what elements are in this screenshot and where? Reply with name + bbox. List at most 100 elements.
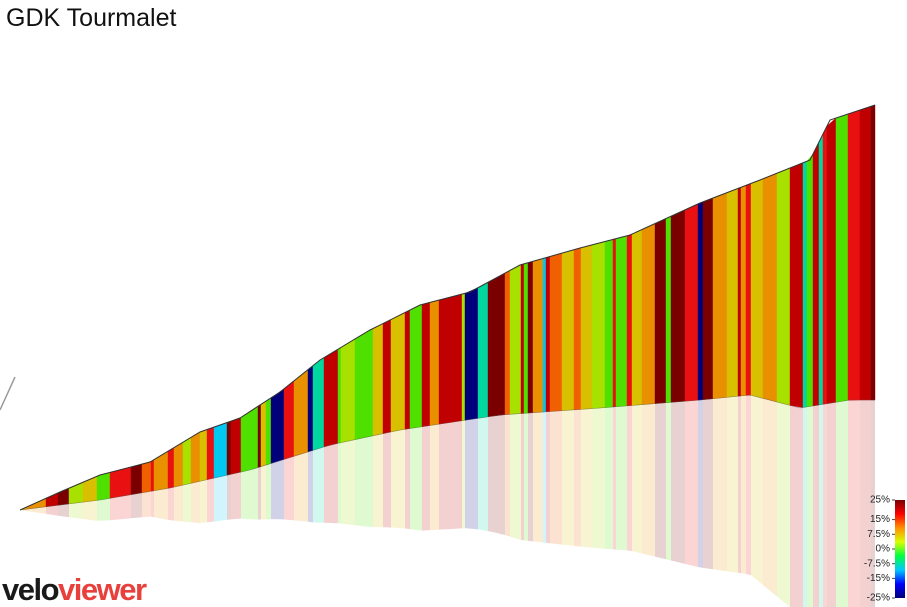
profile-reflection xyxy=(231,472,241,520)
profile-reflection xyxy=(860,400,868,607)
profile-strip xyxy=(859,107,869,401)
profile-reflection xyxy=(521,413,524,541)
profile-strip xyxy=(283,380,295,460)
profile-strip xyxy=(96,472,111,501)
profile-reflection xyxy=(58,503,69,518)
profile-strip xyxy=(523,262,529,414)
profile-reflection xyxy=(355,437,366,527)
profile-strip xyxy=(580,244,593,410)
profile-reflection xyxy=(341,439,355,526)
profile-strip xyxy=(45,492,59,507)
profile-reflection xyxy=(763,398,777,597)
profile-strip xyxy=(818,133,824,406)
profile-reflection xyxy=(465,418,478,530)
profile-strip xyxy=(307,365,314,453)
profile-strip xyxy=(542,257,547,413)
profile-reflection xyxy=(550,410,562,545)
profile-strip xyxy=(464,287,479,421)
profile-strip xyxy=(654,218,667,404)
profile-strip xyxy=(604,239,614,408)
profile-strip xyxy=(549,252,563,412)
profile-reflection xyxy=(308,450,313,523)
profile-reflection xyxy=(261,465,266,520)
profile-strip xyxy=(504,270,511,415)
profile-strip xyxy=(206,426,215,480)
profile-strip xyxy=(265,397,272,466)
profile-reflection xyxy=(613,406,616,550)
profile-strip xyxy=(260,400,267,467)
colorbar-label: 7.5% xyxy=(867,529,890,540)
profile-base xyxy=(19,394,875,511)
profile-reflection xyxy=(698,399,703,568)
profile-strip xyxy=(226,420,232,476)
profile-reflection xyxy=(410,426,422,531)
profile-reflection xyxy=(823,403,827,607)
profile-strip xyxy=(867,106,872,401)
profile-strip xyxy=(822,125,828,405)
profile-reflection xyxy=(168,487,174,521)
profile-strip xyxy=(573,247,582,411)
profile-reflection xyxy=(183,483,191,523)
profile-strip xyxy=(293,369,309,457)
profile-edge xyxy=(19,104,876,511)
profile-strip xyxy=(545,256,551,412)
profile-strip xyxy=(312,357,325,451)
profile-reflection xyxy=(154,488,168,520)
profile-reflection xyxy=(790,405,803,607)
profile-strip xyxy=(750,178,764,399)
profile-reflection xyxy=(266,463,271,520)
profile-strip xyxy=(631,229,643,406)
profile xyxy=(19,104,876,607)
profile-strip xyxy=(509,264,522,415)
profile-strip xyxy=(130,463,143,495)
profile-strip xyxy=(812,141,820,407)
profile-strip xyxy=(591,241,606,409)
profile-strip xyxy=(670,210,683,403)
profile-strip xyxy=(167,447,175,489)
profile-strip xyxy=(806,153,814,408)
profile-strip xyxy=(429,299,440,426)
profile-strip xyxy=(409,304,423,429)
profile-reflection xyxy=(627,405,632,552)
profile-strip xyxy=(527,261,534,414)
profile-strip xyxy=(340,338,356,443)
profile-strip xyxy=(802,160,808,408)
profile-reflection xyxy=(868,400,871,607)
profile-strip xyxy=(182,437,192,486)
profile-reflection xyxy=(34,506,46,514)
profile-reflection xyxy=(655,402,666,560)
axis-fragment xyxy=(0,376,16,411)
profile-strip xyxy=(390,312,406,433)
colorbar-label: 25% xyxy=(870,495,890,506)
profile-strip xyxy=(153,450,169,491)
profile-reflection xyxy=(214,475,227,522)
profile-reflection xyxy=(605,406,613,550)
profile-strip xyxy=(847,109,861,401)
profile-reflection xyxy=(666,402,671,561)
profile-strip xyxy=(612,238,617,408)
profile-strip xyxy=(240,414,246,473)
profile-reflection xyxy=(642,403,655,557)
profile-reflection xyxy=(422,425,430,531)
profile-reflection xyxy=(478,416,488,532)
profile-reflection xyxy=(685,400,698,567)
profile-strip xyxy=(365,328,374,438)
profile-strip xyxy=(438,296,452,425)
profile-reflection xyxy=(703,398,713,570)
profile-reflection xyxy=(632,404,642,554)
profile-reflection xyxy=(462,420,465,529)
profile-reflection xyxy=(46,505,58,516)
profile-reflection xyxy=(405,428,410,530)
profile-reflection xyxy=(383,431,391,528)
profile-reflection xyxy=(524,413,528,541)
profile-strip xyxy=(323,348,339,448)
profile-reflection xyxy=(366,435,373,527)
profile-reflection xyxy=(142,491,151,518)
profile-reflection xyxy=(738,395,741,574)
logo: veloviewer xyxy=(2,572,147,607)
profile-reflection xyxy=(581,408,592,548)
profile-strip xyxy=(681,209,686,402)
profile-strip xyxy=(337,347,342,444)
